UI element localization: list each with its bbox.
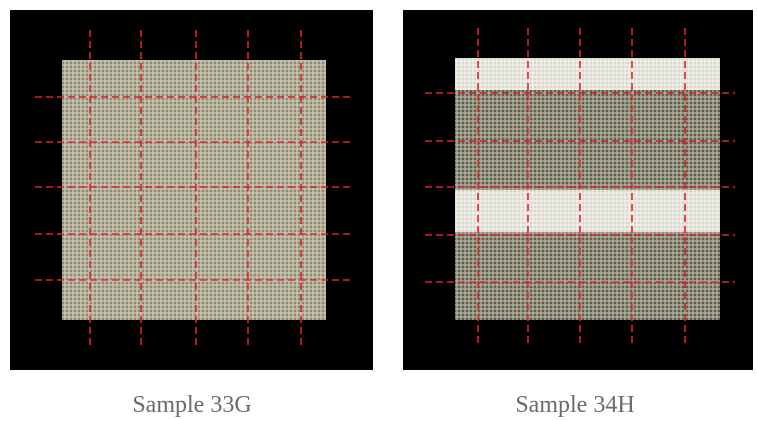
photo-right (403, 10, 753, 370)
caption: Sample 34H (515, 392, 634, 418)
grid-lines (425, 28, 735, 345)
caption: Sample 33G (132, 392, 251, 418)
photo-left (10, 10, 373, 370)
grid-lines (35, 30, 350, 345)
